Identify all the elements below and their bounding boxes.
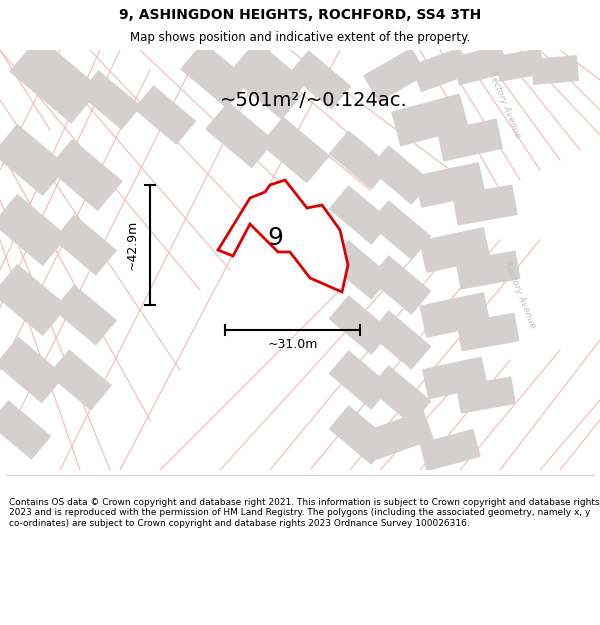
- Polygon shape: [206, 102, 274, 168]
- Polygon shape: [532, 56, 578, 84]
- Polygon shape: [0, 194, 67, 266]
- Polygon shape: [453, 185, 517, 225]
- Polygon shape: [420, 429, 480, 471]
- Polygon shape: [392, 94, 469, 146]
- Polygon shape: [218, 180, 348, 292]
- Polygon shape: [369, 366, 431, 424]
- Polygon shape: [329, 186, 391, 244]
- Polygon shape: [53, 285, 116, 345]
- Polygon shape: [329, 351, 391, 409]
- Polygon shape: [369, 311, 431, 369]
- Text: 9, ASHINGDON HEIGHTS, ROCHFORD, SS4 3TH: 9, ASHINGDON HEIGHTS, ROCHFORD, SS4 3TH: [119, 8, 481, 22]
- Text: ~42.9m: ~42.9m: [125, 220, 139, 270]
- Polygon shape: [422, 357, 487, 399]
- Polygon shape: [369, 256, 431, 314]
- Polygon shape: [0, 124, 67, 196]
- Polygon shape: [0, 264, 67, 336]
- Polygon shape: [369, 201, 431, 259]
- Polygon shape: [457, 313, 519, 351]
- Text: ~31.0m: ~31.0m: [268, 339, 317, 351]
- Polygon shape: [10, 37, 100, 123]
- Polygon shape: [437, 119, 502, 161]
- Polygon shape: [420, 292, 490, 338]
- Polygon shape: [329, 406, 391, 464]
- Text: 9: 9: [267, 226, 283, 250]
- Polygon shape: [48, 139, 122, 211]
- Polygon shape: [329, 241, 391, 299]
- Polygon shape: [369, 146, 431, 204]
- Text: Rectory Avenue: Rectory Avenue: [502, 260, 538, 330]
- Polygon shape: [452, 45, 508, 85]
- Polygon shape: [289, 51, 351, 109]
- Polygon shape: [329, 296, 391, 354]
- Polygon shape: [0, 401, 51, 459]
- Polygon shape: [134, 86, 196, 144]
- Text: Rectory Avenue: Rectory Avenue: [487, 70, 523, 140]
- Polygon shape: [412, 48, 468, 92]
- Polygon shape: [181, 42, 249, 107]
- Polygon shape: [0, 338, 64, 402]
- Polygon shape: [367, 411, 433, 459]
- Polygon shape: [456, 251, 520, 289]
- Polygon shape: [415, 162, 485, 208]
- Text: Contains OS data © Crown copyright and database right 2021. This information is : Contains OS data © Crown copyright and d…: [9, 498, 599, 528]
- Polygon shape: [239, 61, 301, 119]
- Polygon shape: [496, 49, 544, 81]
- Text: Map shows position and indicative extent of the property.: Map shows position and indicative extent…: [130, 31, 470, 44]
- Polygon shape: [457, 377, 515, 413]
- Polygon shape: [53, 215, 116, 275]
- Text: ~501m²/~0.124ac.: ~501m²/~0.124ac.: [220, 91, 408, 109]
- Polygon shape: [329, 131, 391, 189]
- Polygon shape: [420, 228, 490, 272]
- Polygon shape: [49, 350, 112, 410]
- Polygon shape: [79, 71, 141, 129]
- Polygon shape: [364, 48, 427, 102]
- Polygon shape: [234, 41, 306, 109]
- Polygon shape: [261, 118, 329, 182]
